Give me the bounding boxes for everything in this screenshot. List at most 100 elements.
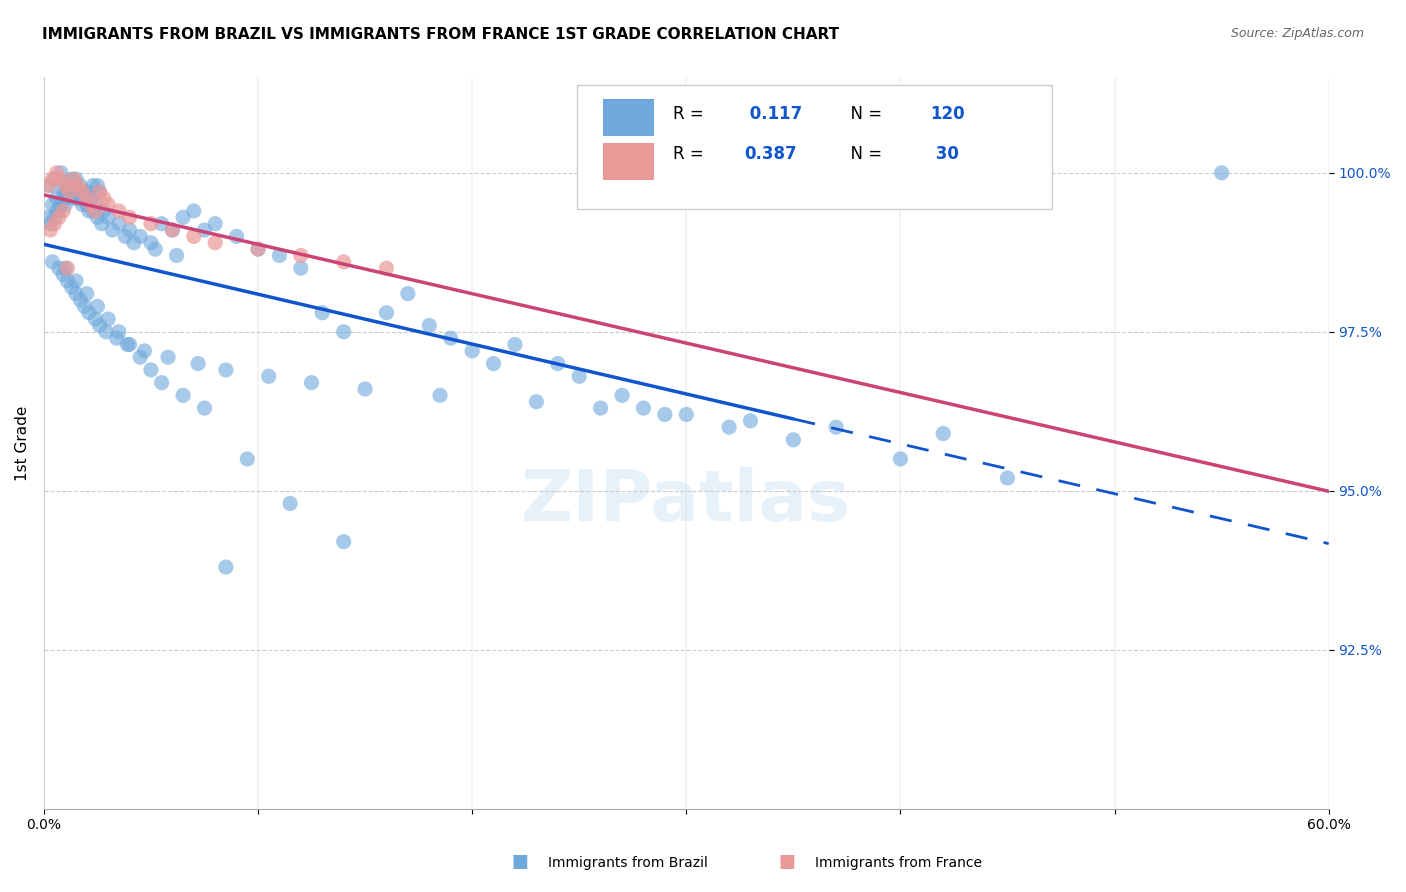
Immigrants from Brazil [568, 369, 591, 384]
Immigrants from Brazil [48, 204, 70, 219]
Text: N =: N = [841, 105, 887, 123]
Immigrants from France [290, 248, 312, 262]
Immigrants from France [108, 204, 131, 219]
Immigrants from France [39, 223, 62, 237]
Immigrants from Brazil [97, 312, 120, 326]
Immigrants from Brazil [82, 178, 104, 193]
Immigrants from France [93, 191, 115, 205]
Immigrants from Brazil [375, 306, 398, 320]
Immigrants from France [84, 204, 107, 219]
Immigrants from Brazil [56, 274, 79, 288]
Immigrants from Brazil [122, 235, 145, 250]
Immigrants from Brazil [69, 293, 91, 307]
Immigrants from Brazil [633, 401, 655, 415]
Immigrants from Brazil [332, 325, 354, 339]
Immigrants from Brazil [108, 217, 131, 231]
Immigrants from Brazil [73, 299, 96, 313]
Immigrants from Brazil [740, 414, 762, 428]
Text: ▪: ▪ [778, 847, 797, 874]
Immigrants from Brazil [72, 197, 94, 211]
Immigrants from Brazil [39, 217, 62, 231]
Immigrants from Brazil [93, 204, 115, 219]
Immigrants from Brazil [49, 166, 72, 180]
Immigrants from France [37, 178, 59, 193]
Immigrants from France [162, 223, 184, 237]
Immigrants from Brazil [269, 248, 291, 262]
Immigrants from Brazil [654, 408, 676, 422]
Immigrants from Brazil [60, 172, 83, 186]
Immigrants from Brazil [108, 325, 131, 339]
Immigrants from Brazil [129, 229, 152, 244]
Immigrants from Brazil [44, 172, 66, 186]
Text: 30: 30 [931, 145, 959, 163]
Text: Immigrants from France: Immigrants from France [815, 855, 983, 870]
Immigrants from Brazil [139, 235, 162, 250]
Immigrants from Brazil [157, 350, 180, 364]
Immigrants from France [97, 197, 120, 211]
Immigrants from Brazil [675, 408, 697, 422]
Immigrants from Brazil [172, 388, 194, 402]
Text: ZIPatlas: ZIPatlas [522, 467, 852, 536]
Immigrants from France [332, 255, 354, 269]
Immigrants from Brazil [172, 211, 194, 225]
Immigrants from France [80, 197, 103, 211]
Immigrants from Brazil [889, 452, 911, 467]
Immigrants from Brazil [782, 433, 804, 447]
Immigrants from Brazil [825, 420, 848, 434]
Immigrants from Brazil [65, 274, 87, 288]
Immigrants from Brazil [332, 534, 354, 549]
Immigrants from France [52, 204, 75, 219]
Immigrants from Brazil [76, 185, 98, 199]
Immigrants from Brazil [44, 211, 66, 225]
Immigrants from Brazil [236, 452, 259, 467]
Immigrants from Brazil [58, 185, 80, 199]
Immigrants from Brazil [49, 197, 72, 211]
Immigrants from Brazil [1211, 166, 1233, 180]
FancyBboxPatch shape [576, 85, 1053, 209]
Immigrants from Brazil [610, 388, 633, 402]
Immigrants from Brazil [118, 337, 141, 351]
Immigrants from France [118, 211, 141, 225]
Text: ▪: ▪ [510, 847, 530, 874]
Immigrants from Brazil [101, 223, 124, 237]
Immigrants from Brazil [429, 388, 451, 402]
Immigrants from Brazil [82, 204, 104, 219]
Immigrants from Brazil [90, 217, 112, 231]
Immigrants from Brazil [53, 197, 76, 211]
Immigrants from Brazil [52, 268, 75, 282]
Text: 0.387: 0.387 [744, 145, 797, 163]
Text: 120: 120 [931, 105, 965, 123]
Immigrants from Brazil [193, 223, 215, 237]
Immigrants from Brazil [86, 211, 108, 225]
Immigrants from France [53, 178, 76, 193]
Text: Immigrants from Brazil: Immigrants from Brazil [548, 855, 709, 870]
Immigrants from Brazil [589, 401, 612, 415]
Immigrants from Brazil [183, 204, 205, 219]
Immigrants from Brazil [52, 185, 75, 199]
Immigrants from Brazil [63, 178, 86, 193]
Immigrants from Brazil [76, 197, 98, 211]
Immigrants from Brazil [97, 211, 120, 225]
Immigrants from France [41, 172, 63, 186]
Immigrants from France [67, 178, 90, 193]
Immigrants from Brazil [440, 331, 463, 345]
Immigrants from Brazil [290, 261, 312, 276]
Immigrants from Brazil [997, 471, 1019, 485]
Immigrants from France [247, 242, 270, 256]
Immigrants from Brazil [117, 337, 139, 351]
Immigrants from Brazil [67, 191, 90, 205]
Immigrants from Brazil [76, 286, 98, 301]
Immigrants from Brazil [60, 280, 83, 294]
Immigrants from Brazil [45, 191, 67, 205]
Immigrants from Brazil [139, 363, 162, 377]
Y-axis label: 1st Grade: 1st Grade [15, 405, 30, 481]
Immigrants from Brazil [73, 185, 96, 199]
Immigrants from Brazil [225, 229, 247, 244]
Immigrants from Brazil [63, 191, 86, 205]
Text: R =: R = [673, 145, 710, 163]
Immigrants from Brazil [118, 223, 141, 237]
Immigrants from Brazil [53, 185, 76, 199]
FancyBboxPatch shape [603, 99, 654, 136]
Immigrants from Brazil [53, 191, 76, 205]
Immigrants from France [63, 172, 86, 186]
